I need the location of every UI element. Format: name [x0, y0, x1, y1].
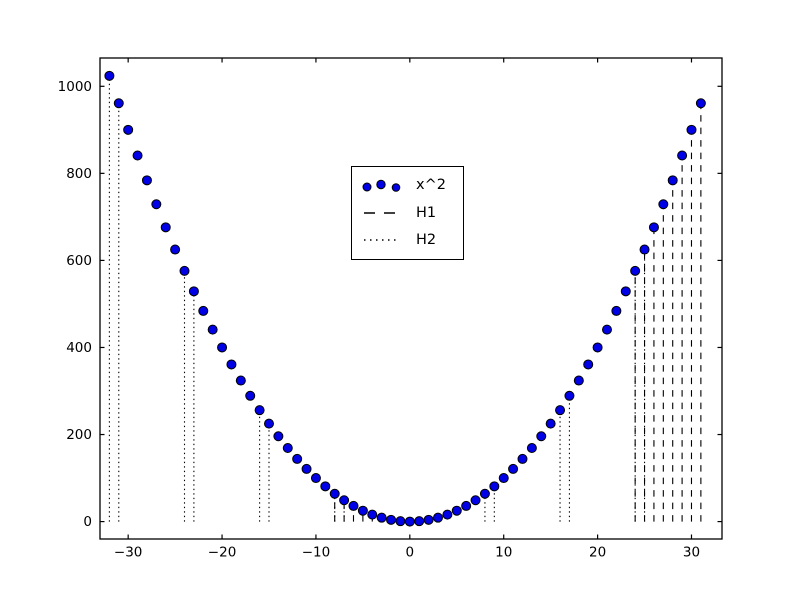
scatter-point: [207, 324, 218, 335]
scatter-point: [536, 431, 547, 442]
scatter-point: [423, 514, 434, 525]
scatter-point: [141, 175, 152, 186]
scatter-point: [282, 443, 293, 454]
scatter-point: [395, 516, 406, 527]
legend: x^2 H1 H2: [351, 166, 464, 260]
scatter-point: [611, 305, 622, 316]
x-tick-label: −10: [302, 545, 331, 561]
scatter-point: [386, 514, 397, 525]
scatter-point: [113, 98, 124, 109]
legend-entry-h1: H1: [352, 206, 463, 221]
scatter-point: [404, 516, 415, 527]
scatter-point: [226, 359, 237, 370]
scatter-point: [498, 473, 509, 484]
scatter-point: [132, 150, 143, 161]
scatter-point: [357, 505, 368, 516]
plot-frame: [99, 57, 723, 540]
scatter-dots-glyph: [362, 179, 401, 192]
legend-label: H2: [416, 232, 437, 249]
scatter-point: [367, 509, 378, 520]
x-tick-label: −20: [208, 545, 237, 561]
scatter-point: [695, 98, 706, 109]
y-tick-label: 1000: [58, 79, 92, 95]
scatter-point: [442, 509, 453, 520]
scatter-point: [658, 199, 669, 210]
scatter-point: [545, 418, 556, 429]
scatter-point: [451, 505, 462, 516]
scatter-point: [648, 222, 659, 233]
legend-entry-h2: H2: [352, 233, 463, 248]
scatter-point: [123, 124, 134, 135]
scatter-point: [320, 481, 331, 492]
scatter-point: [245, 390, 256, 401]
scatter-point: [301, 463, 312, 474]
scatter-point: [217, 342, 228, 353]
x-tick-label: −30: [114, 545, 143, 561]
scatter-point: [432, 512, 443, 523]
scatter-point: [667, 175, 678, 186]
y-tick-label: 0: [83, 514, 92, 530]
y-tick-label: 600: [66, 253, 92, 269]
scatter-point: [601, 324, 612, 335]
scatter-point: [508, 463, 519, 474]
scatter-point: [555, 405, 566, 416]
scatter-point: [160, 222, 171, 233]
scatter-point: [479, 488, 490, 499]
y-tick-label: 400: [66, 340, 92, 356]
scatter-point: [526, 443, 537, 454]
scatter-point: [414, 516, 425, 527]
scatter-point: [677, 150, 688, 161]
scatter-point: [179, 265, 190, 276]
scatter-point: [583, 359, 594, 370]
scatter-point: [339, 495, 350, 506]
legend-label: x^2: [416, 177, 446, 194]
dashed-line-glyph: [364, 212, 402, 214]
scatter-point: [592, 342, 603, 353]
scatter-point: [273, 431, 284, 442]
scatter-point: [310, 473, 321, 484]
scatter-point: [329, 488, 340, 499]
scatter-point: [348, 500, 359, 511]
scatter-point: [489, 481, 500, 492]
scatter-point: [639, 244, 650, 255]
scatter-point: [235, 375, 246, 386]
x-tick-label: 10: [495, 545, 512, 561]
scatter-point: [263, 418, 274, 429]
y-tick-label: 800: [66, 166, 92, 182]
scatter-point: [686, 124, 697, 135]
dotted-line-glyph: [364, 239, 400, 242]
x-tick-label: 20: [589, 545, 606, 561]
legend-entry-x2: x^2: [352, 178, 463, 193]
scatter-point: [573, 375, 584, 386]
scatter-point: [564, 390, 575, 401]
x-tick-label: 0: [406, 545, 415, 561]
scatter-point: [254, 405, 265, 416]
legend-label: H1: [416, 204, 437, 221]
scatter-point: [620, 286, 631, 297]
scatter-point: [170, 244, 181, 255]
scatter-point: [630, 265, 641, 276]
scatter-point: [461, 500, 472, 511]
scatter-point: [104, 70, 115, 81]
scatter-point: [470, 495, 481, 506]
scatter-point: [376, 512, 387, 523]
scatter-point: [517, 453, 528, 464]
x-tick-label: 30: [683, 545, 700, 561]
scatter-point: [151, 199, 162, 210]
scatter-point: [292, 453, 303, 464]
scatter-point: [198, 305, 209, 316]
y-tick-label: 200: [66, 427, 92, 443]
scatter-point: [188, 286, 199, 297]
